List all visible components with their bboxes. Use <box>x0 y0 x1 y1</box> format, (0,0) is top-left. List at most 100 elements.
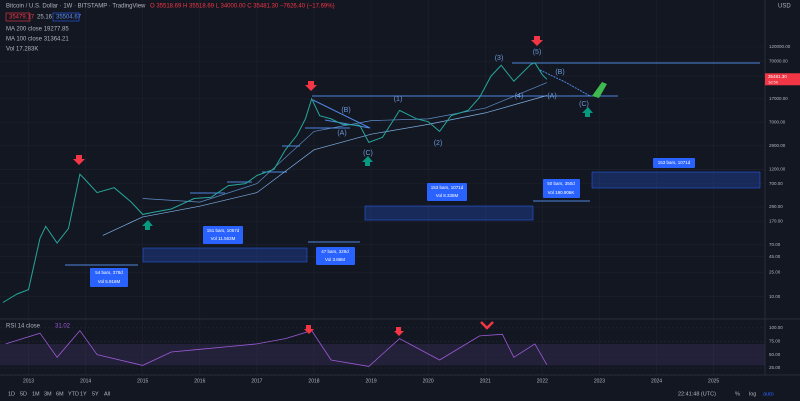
sell-arrow <box>531 36 543 46</box>
legend-header: Bitcoin / U.S. Dollar · 1W · BITSTAMP · … <box>5 4 791 53</box>
stat-box <box>90 268 128 287</box>
price-tag <box>765 73 800 86</box>
wave-label: (3) <box>495 55 504 62</box>
stat-text: Vol 11.563M <box>211 236 236 241</box>
stat-text: Vol 190.906K <box>548 190 575 195</box>
y-tick-label: 290.00 <box>769 204 783 209</box>
price-line <box>2 62 548 303</box>
range-button[interactable]: 5D <box>20 391 27 397</box>
x-tick-label: 2024 <box>651 378 662 384</box>
stat-text: Vol 8.335M <box>436 193 459 198</box>
spread: 25.16 <box>37 15 53 21</box>
sell-arrow <box>73 155 85 165</box>
rocket-icon <box>592 82 607 98</box>
stat-text: 153 bars, 1071d <box>431 185 464 190</box>
buy-arrow <box>142 220 153 230</box>
wave-label: (5) <box>533 49 542 56</box>
stat-text: 151 bars, 1057d <box>207 228 240 233</box>
wave-label: (4) <box>515 93 524 100</box>
ma200-legend: MA 200 close 19277.85 <box>6 27 69 33</box>
wave-label: (A) <box>337 130 346 137</box>
axis-option[interactable]: log <box>749 391 756 397</box>
ask: 35504.67 <box>56 15 82 21</box>
x-tick-label: 2018 <box>308 378 319 384</box>
ma100-legend: MA 100 close 31364.21 <box>6 37 69 43</box>
ohlc: O 35518.69 H 35518.69 L 34000.00 C 35481… <box>150 4 335 10</box>
rsi-tick-label: 100.00 <box>769 325 783 330</box>
x-tick-label: 2015 <box>137 378 148 384</box>
y-tick-label: 70.00 <box>769 242 781 247</box>
y-tick-label: 7000.00 <box>769 120 786 125</box>
x-tick-label: 2021 <box>480 378 491 384</box>
bid-box[interactable] <box>5 12 31 22</box>
stat-box <box>653 158 695 168</box>
annotations: 54 bars, 378d Vol 5.916M 151 bars, 1057d… <box>90 158 695 287</box>
x-tick-label: 2020 <box>423 378 434 384</box>
stat-box <box>203 226 243 244</box>
axis-option[interactable]: % <box>735 391 740 397</box>
range-button[interactable]: 3M <box>44 391 52 397</box>
stat-text: Vol 5.916M <box>98 279 121 284</box>
y-tick-label: 1200.00 <box>769 166 786 171</box>
series-layer <box>2 62 548 367</box>
x-tick-label: 2019 <box>366 378 377 384</box>
clock: 22:41:48 (UTC) <box>678 391 716 397</box>
stat-box <box>543 179 580 198</box>
stat-box <box>427 183 467 201</box>
y-tick-label: 25.00 <box>769 269 781 274</box>
stat-text: 47 bars, 329d <box>321 249 349 254</box>
x-tick-label: 2017 <box>251 378 262 384</box>
sell-arrow <box>394 327 404 336</box>
sell-arrow <box>480 321 494 330</box>
range-box <box>142 247 308 263</box>
range-button[interactable]: 1D <box>8 391 15 397</box>
price-tag-label: 35481.30 <box>768 74 787 79</box>
wave-label: (B) <box>555 69 564 76</box>
range-box <box>364 205 534 221</box>
rsi-tick-label: 75.00 <box>769 338 781 343</box>
wave-label: (A) <box>547 93 556 100</box>
stat-text: Vol 3.86M <box>325 257 345 262</box>
stat-text: 50 bars, 350d <box>547 181 575 186</box>
rsi-band <box>0 343 765 366</box>
ma200-line <box>102 95 547 236</box>
range-button[interactable]: All <box>104 391 110 397</box>
grid <box>0 0 765 375</box>
y-tick-label: 45.00 <box>769 254 781 259</box>
ma100-line <box>142 82 548 203</box>
x-tick-label: 2022 <box>537 378 548 384</box>
range-box <box>591 171 761 189</box>
range-button[interactable]: YTD <box>68 391 79 397</box>
range-button[interactable]: 1Y <box>80 391 87 397</box>
y-tick-label: 10.00 <box>769 294 781 299</box>
range-button[interactable]: 1M <box>32 391 40 397</box>
range-button[interactable]: 6M <box>56 391 64 397</box>
stat-box <box>316 247 355 265</box>
wave-label: (1) <box>394 96 403 103</box>
y-tick-label: 70000.00 <box>769 58 788 63</box>
x-tick-label: 2013 <box>23 378 34 384</box>
range-button[interactable]: 5Y <box>92 391 99 397</box>
arrows <box>73 36 607 336</box>
y-tick-label: 170.00 <box>769 218 783 223</box>
drawings <box>65 62 761 266</box>
axis-option[interactable]: auto <box>763 391 774 397</box>
rsi-last: 31.02 <box>55 324 71 330</box>
wave-label: (B) <box>341 107 350 114</box>
sell-arrow <box>305 81 317 91</box>
wave-label: (2) <box>434 140 443 147</box>
x-tick-label: 2014 <box>80 378 91 384</box>
x-tick-label: 2016 <box>194 378 205 384</box>
rsi-tick-label: 50.00 <box>769 352 781 357</box>
buy-arrow <box>362 156 373 166</box>
sell-arrow <box>304 325 314 334</box>
rsi-title: RSI 14 close <box>6 324 41 330</box>
ask-box[interactable] <box>52 12 80 22</box>
x-tick-label: 2025 <box>708 378 719 384</box>
currency: USD <box>778 4 791 10</box>
projection <box>539 69 591 97</box>
rsi-tick-label: 25.00 <box>769 365 781 370</box>
y-tick-label: 17000.00 <box>769 96 788 101</box>
